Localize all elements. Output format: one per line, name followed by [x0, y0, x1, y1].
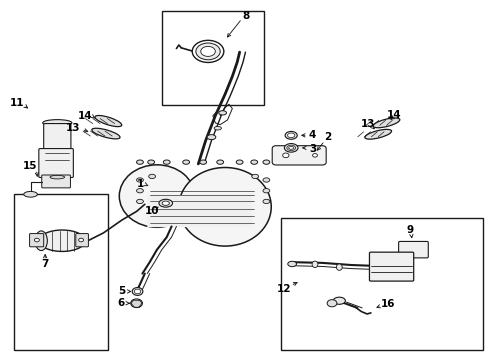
Text: 4: 4	[308, 130, 316, 140]
Text: 9: 9	[406, 225, 412, 235]
Ellipse shape	[408, 246, 415, 251]
Text: 2: 2	[324, 132, 331, 142]
Ellipse shape	[332, 297, 345, 304]
FancyBboxPatch shape	[147, 195, 251, 227]
Text: 13: 13	[361, 118, 375, 129]
Ellipse shape	[179, 167, 271, 246]
Text: 3: 3	[308, 144, 316, 154]
Ellipse shape	[201, 46, 215, 57]
FancyBboxPatch shape	[41, 175, 70, 188]
Text: 13: 13	[66, 123, 81, 133]
Text: 12: 12	[277, 284, 291, 294]
Ellipse shape	[263, 178, 269, 182]
Ellipse shape	[312, 154, 317, 157]
Text: 10: 10	[144, 206, 159, 216]
Ellipse shape	[148, 174, 155, 179]
Ellipse shape	[24, 192, 37, 197]
Ellipse shape	[159, 199, 172, 207]
Ellipse shape	[50, 175, 64, 179]
Ellipse shape	[263, 160, 269, 164]
Ellipse shape	[251, 174, 258, 179]
Ellipse shape	[132, 288, 142, 296]
FancyBboxPatch shape	[369, 252, 413, 281]
Ellipse shape	[311, 261, 317, 267]
Ellipse shape	[206, 135, 215, 140]
Text: 5: 5	[118, 287, 125, 296]
Ellipse shape	[214, 126, 221, 130]
Ellipse shape	[287, 133, 294, 138]
Ellipse shape	[136, 178, 143, 182]
Text: 7: 7	[41, 259, 49, 269]
Text: 8: 8	[242, 11, 249, 21]
Ellipse shape	[284, 144, 297, 152]
Ellipse shape	[136, 189, 143, 193]
Ellipse shape	[134, 289, 141, 294]
Ellipse shape	[183, 160, 189, 164]
Ellipse shape	[415, 250, 424, 256]
Ellipse shape	[42, 120, 72, 126]
Ellipse shape	[285, 131, 297, 139]
Ellipse shape	[286, 145, 295, 150]
Ellipse shape	[218, 111, 226, 115]
Text: 11: 11	[10, 98, 24, 108]
FancyBboxPatch shape	[43, 123, 71, 153]
Ellipse shape	[364, 129, 391, 139]
Ellipse shape	[192, 40, 224, 63]
Ellipse shape	[263, 199, 269, 203]
Ellipse shape	[136, 160, 143, 164]
Ellipse shape	[136, 199, 143, 203]
Ellipse shape	[336, 264, 342, 270]
Bar	[14, 194, 108, 350]
Ellipse shape	[34, 238, 39, 242]
Ellipse shape	[196, 43, 220, 60]
Ellipse shape	[35, 231, 47, 251]
Text: 16: 16	[380, 299, 394, 309]
FancyBboxPatch shape	[30, 234, 43, 247]
Ellipse shape	[326, 300, 336, 307]
Ellipse shape	[287, 261, 296, 267]
Ellipse shape	[92, 128, 120, 139]
Ellipse shape	[200, 160, 206, 164]
FancyBboxPatch shape	[39, 149, 73, 177]
Ellipse shape	[39, 230, 85, 251]
Ellipse shape	[147, 160, 154, 164]
Ellipse shape	[236, 160, 243, 164]
FancyBboxPatch shape	[398, 242, 427, 258]
Ellipse shape	[250, 160, 257, 164]
Ellipse shape	[162, 201, 169, 205]
Ellipse shape	[130, 299, 142, 307]
Ellipse shape	[263, 189, 269, 193]
Text: 14: 14	[386, 110, 401, 120]
Ellipse shape	[79, 238, 83, 242]
Ellipse shape	[372, 118, 399, 128]
Text: 1: 1	[136, 179, 143, 189]
FancyBboxPatch shape	[272, 146, 325, 165]
Text: 14: 14	[78, 111, 92, 121]
Text: 6: 6	[117, 298, 124, 308]
Ellipse shape	[119, 165, 194, 227]
Ellipse shape	[163, 160, 170, 164]
Bar	[281, 218, 482, 350]
Ellipse shape	[288, 147, 293, 149]
Ellipse shape	[406, 244, 417, 253]
Text: 15: 15	[23, 161, 38, 171]
Ellipse shape	[282, 153, 288, 158]
Ellipse shape	[216, 160, 223, 164]
Bar	[162, 12, 264, 105]
FancyBboxPatch shape	[76, 234, 88, 247]
Ellipse shape	[95, 116, 122, 127]
